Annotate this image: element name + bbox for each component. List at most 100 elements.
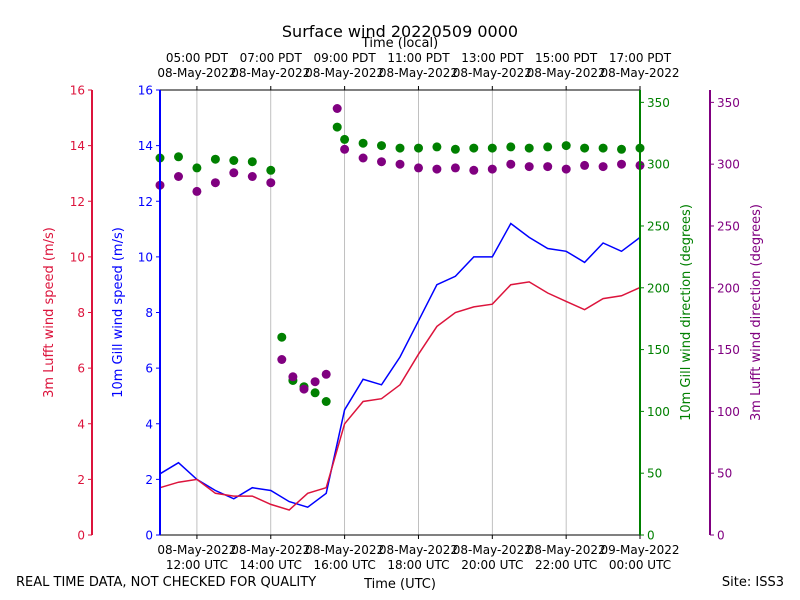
bottom-x-tick-date: 08-May-2022 [231, 543, 310, 557]
top-x-tick-date: 08-May-2022 [527, 66, 606, 80]
gill-speed-axis-tick-label: 14 [138, 139, 153, 153]
bottom-x-tick-date: 08-May-2022 [305, 543, 384, 557]
lufft-speed-axis-tick-label: 6 [77, 362, 85, 376]
point-3m-lufft-wind-direction [543, 162, 553, 172]
point-3m-lufft-wind-direction [432, 164, 442, 174]
gill-speed-axis-tick-label: 8 [145, 306, 153, 320]
point-10m-gill-wind-direction [432, 142, 442, 152]
lufft-speed-axis-tick-label: 16 [70, 84, 85, 98]
lufft-speed-axis-tick-label: 14 [70, 139, 85, 153]
point-3m-lufft-wind-direction [340, 144, 350, 154]
gill-speed-axis-tick-label: 12 [138, 195, 153, 209]
gill-dir-axis-tick-label: 300 [647, 158, 670, 172]
point-3m-lufft-wind-direction [506, 159, 516, 169]
point-10m-gill-wind-direction [377, 141, 386, 151]
point-10m-gill-wind-direction [174, 152, 183, 162]
point-10m-gill-wind-direction [321, 397, 331, 406]
bottom-x-tick-date: 08-May-2022 [453, 543, 532, 557]
gill-dir-axis-label: 10m Gill wind direction (degrees) [679, 204, 694, 421]
point-10m-gill-wind-direction [358, 138, 368, 148]
point-10m-gill-wind-direction [266, 165, 276, 175]
bottom-x-tick-time: 14:00 UTC [240, 558, 302, 572]
top-x-tick-time: 17:00 PDT [609, 51, 672, 65]
point-10m-gill-wind-direction [450, 144, 460, 154]
site-label: Site: ISS3 [721, 575, 784, 590]
bottom-x-tick-date: 08-May-2022 [527, 543, 606, 557]
gill-speed-axis-tick-label: 6 [145, 362, 153, 376]
top-x-tick-time: 11:00 PDT [387, 51, 450, 65]
lufft-dir-axis-tick-label: 50 [717, 467, 732, 481]
bottom-x-tick-date: 08-May-2022 [379, 543, 458, 557]
series-line-3m-lufft-wind-speed [159, 281, 641, 511]
point-3m-lufft-wind-direction [210, 178, 220, 188]
bottom-x-tick-date: 09-May-2022 [600, 543, 679, 557]
point-10m-gill-wind-direction [561, 141, 571, 151]
point-10m-gill-wind-direction [469, 143, 479, 153]
gill-speed-axis-tick-label: 4 [145, 417, 153, 431]
gill-speed-axis-tick-label: 2 [145, 473, 153, 487]
bottom-x-tick-date: 08-May-2022 [157, 543, 236, 557]
lufft-dir-axis-tick-label: 0 [717, 529, 725, 543]
bottom-x-tick-time: 00:00 UTC [609, 558, 671, 572]
point-3m-lufft-wind-direction [414, 163, 423, 173]
gill-dir-axis-tick-label: 100 [647, 405, 670, 419]
top-x-tick-date: 08-May-2022 [600, 66, 679, 80]
gill-speed-axis-label: 10m Gill wind speed (m/s) [111, 227, 126, 398]
point-10m-gill-wind-direction [310, 388, 320, 398]
top-x-tick-date: 08-May-2022 [305, 66, 384, 80]
point-3m-lufft-wind-direction [358, 153, 368, 163]
point-10m-gill-wind-direction [598, 143, 608, 153]
lufft-speed-axis-tick-label: 4 [77, 417, 85, 431]
bottom-x-axis-label: Time (UTC) [363, 577, 436, 592]
gill-speed-axis-tick-label: 10 [138, 250, 153, 264]
point-10m-gill-wind-direction [543, 142, 553, 152]
lufft-dir-axis-tick-label: 150 [717, 343, 740, 357]
lufft-dir-axis-tick-label: 350 [717, 96, 740, 110]
bottom-x-tick-time: 16:00 UTC [314, 558, 376, 572]
top-x-tick-time: 15:00 PDT [535, 51, 598, 65]
axes-layer [88, 86, 714, 539]
top-x-tick-date: 08-May-2022 [453, 66, 532, 80]
gill-speed-axis-tick-label: 0 [145, 529, 153, 543]
bottom-x-tick-time: 22:00 UTC [535, 558, 597, 572]
point-10m-gill-wind-direction [506, 142, 516, 152]
point-3m-lufft-wind-direction [299, 384, 309, 394]
gill-dir-axis-tick-label: 150 [647, 343, 670, 357]
lufft-speed-axis-tick-label: 12 [70, 195, 85, 209]
point-10m-gill-wind-direction [332, 122, 342, 132]
lufft-dir-axis-tick-label: 250 [717, 219, 740, 233]
lufft-speed-axis-tick-label: 10 [70, 250, 85, 264]
gill-dir-axis-tick-label: 50 [647, 467, 662, 481]
top-x-tick-time: 09:00 PDT [314, 51, 377, 65]
point-10m-gill-wind-direction [229, 156, 239, 165]
point-3m-lufft-wind-direction [192, 186, 202, 196]
point-3m-lufft-wind-direction [310, 377, 320, 387]
lufft-dir-axis-tick-label: 300 [717, 158, 740, 172]
top-x-tick-date: 08-May-2022 [157, 66, 236, 80]
top-x-axis-label: Time (local) [361, 36, 438, 51]
top-x-tick-date: 08-May-2022 [379, 66, 458, 80]
point-3m-lufft-wind-direction [524, 162, 534, 172]
gill-dir-axis-tick-label: 0 [647, 529, 655, 543]
point-10m-gill-wind-direction [247, 157, 257, 167]
point-3m-lufft-wind-direction [561, 164, 571, 174]
grid-lines [196, 90, 641, 535]
point-10m-gill-wind-direction [487, 143, 497, 153]
point-3m-lufft-wind-direction [617, 159, 626, 169]
point-10m-gill-wind-direction [192, 163, 202, 173]
point-3m-lufft-wind-direction [598, 162, 608, 172]
point-10m-gill-wind-direction [617, 144, 626, 154]
lufft-speed-axis-label: 3m Lufft wind speed (m/s) [42, 227, 57, 398]
series-layer [155, 104, 645, 511]
point-10m-gill-wind-direction [395, 143, 405, 153]
point-3m-lufft-wind-direction [321, 369, 331, 379]
point-3m-lufft-wind-direction [174, 172, 183, 181]
top-x-tick-time: 13:00 PDT [461, 51, 524, 65]
gill-dir-axis-tick-label: 350 [647, 96, 670, 110]
point-10m-gill-wind-direction [340, 134, 350, 144]
point-10m-gill-wind-direction [414, 143, 423, 153]
point-3m-lufft-wind-direction [395, 159, 405, 169]
bottom-x-tick-time: 18:00 UTC [387, 558, 449, 572]
lufft-speed-axis-tick-label: 2 [77, 473, 85, 487]
